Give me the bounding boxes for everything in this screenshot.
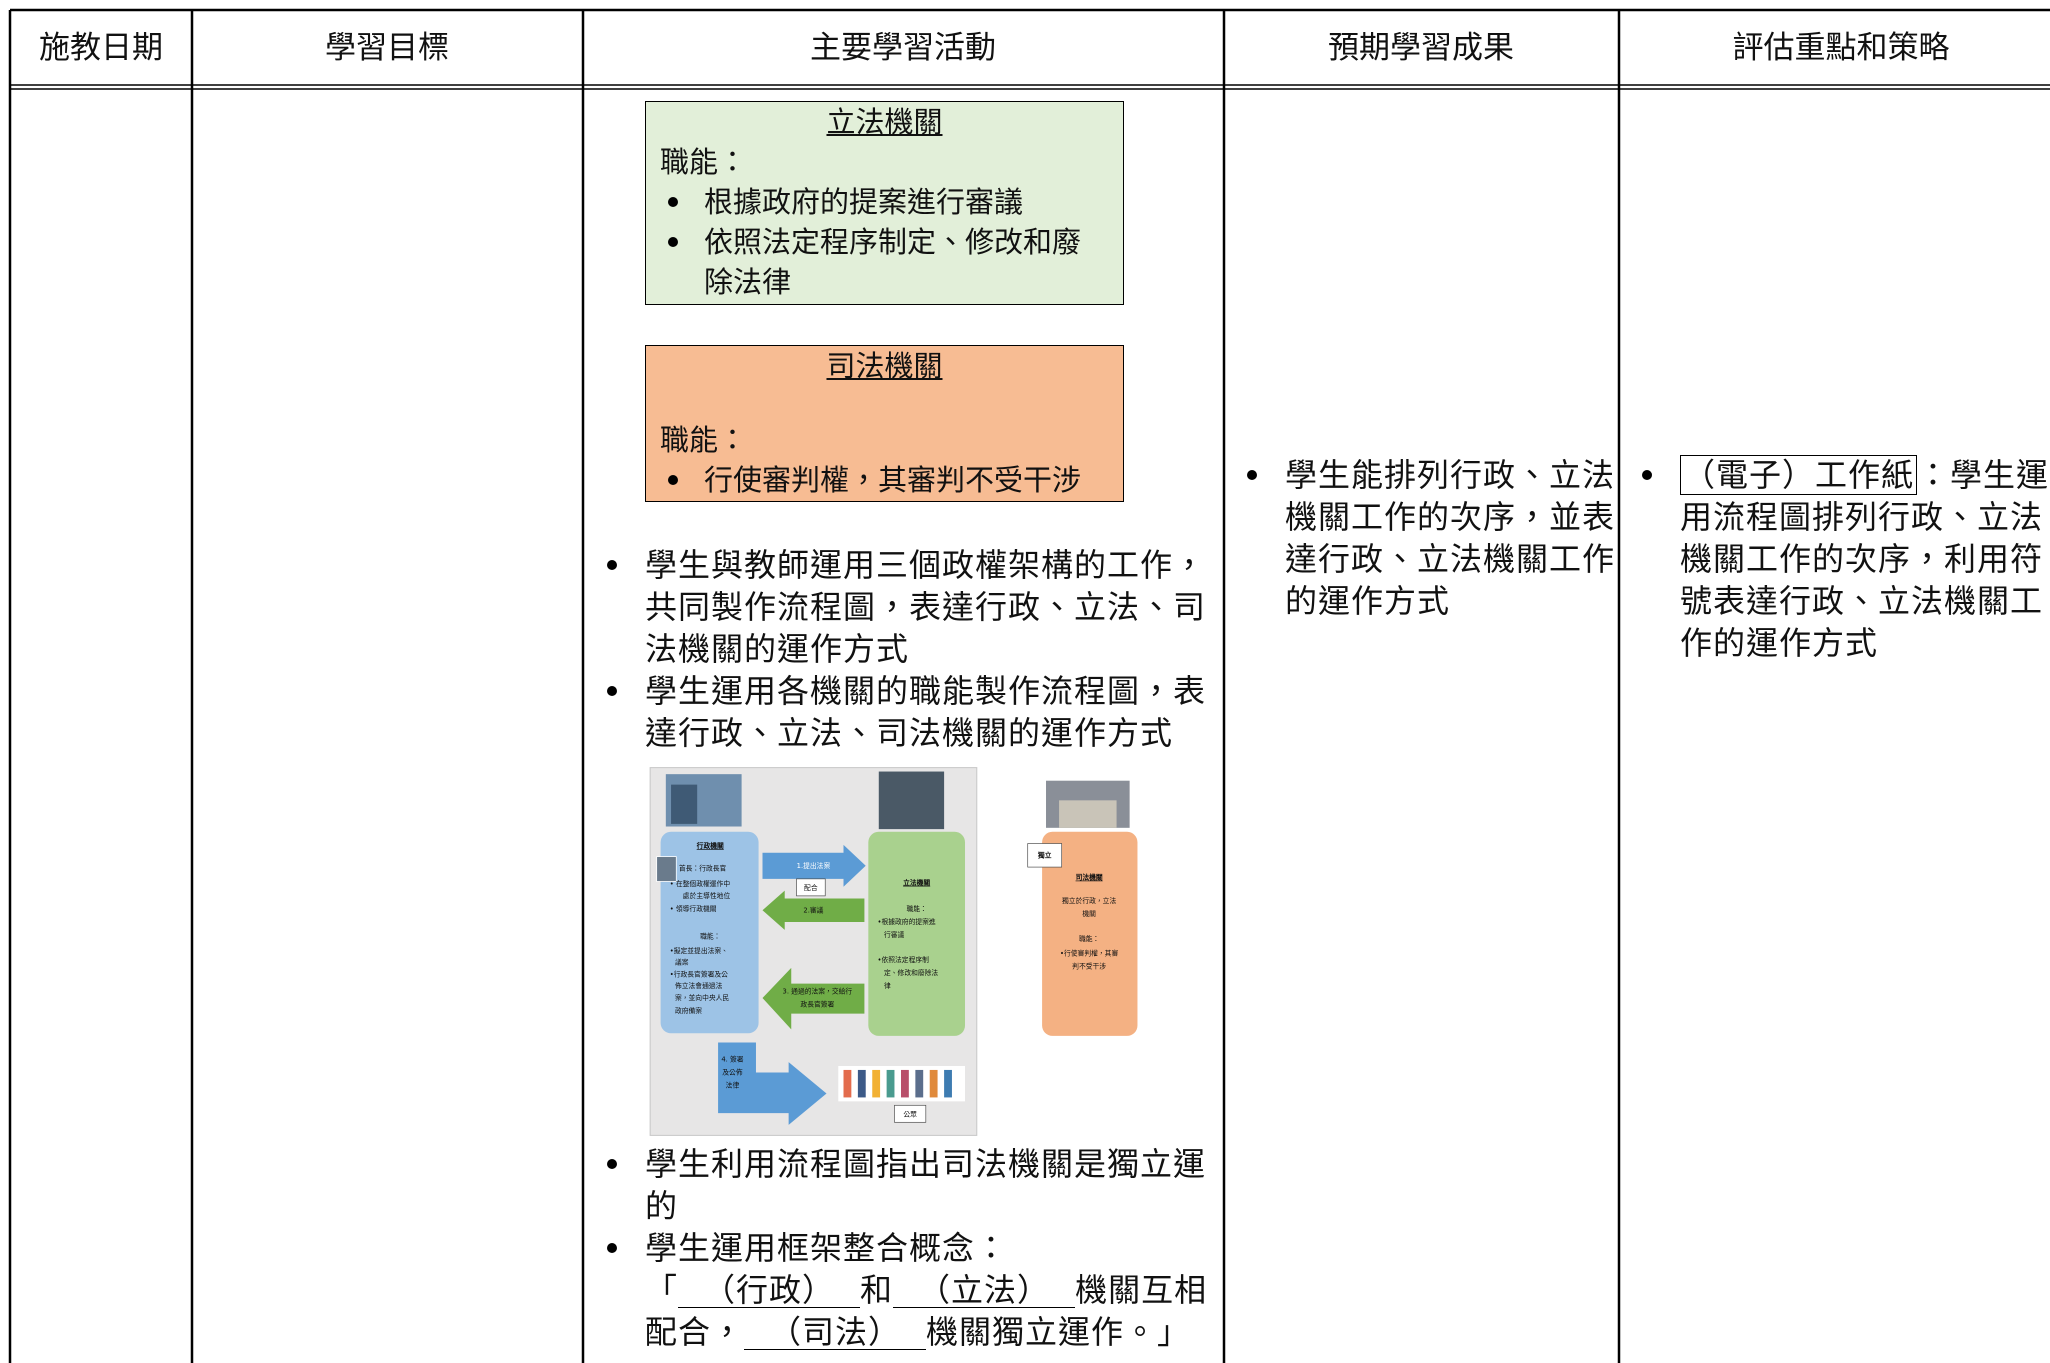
flowchart-text: 配合: [804, 883, 818, 892]
person: [900, 1069, 909, 1098]
legislature-node: [868, 831, 966, 1036]
building-photo: [671, 784, 698, 824]
flowchart-text: 職能：: [700, 931, 720, 940]
flowchart-text: •依照法定程序制: [877, 955, 929, 964]
person: [843, 1069, 852, 1098]
sentence-text: 「: [645, 1271, 679, 1309]
assessment-item: （電子）工作紙：學生運用流程圖排列行政、立法機關工作的次序，利用符號表達行政、立…: [1642, 454, 2050, 664]
flowchart-text: 判不受干涉: [1072, 962, 1106, 971]
flowchart-text: •行政長官簽署及公: [670, 969, 728, 978]
flowchart-text: 案，並向中央人民: [675, 993, 729, 1002]
flowchart-text: 處於主導性地位: [683, 891, 731, 900]
person: [944, 1069, 952, 1098]
outcome-list: 學生能排列行政、立法機關工作的次序，並表達行政、立法機關工作的運作方式: [1247, 454, 1621, 622]
flowchart-text: 機關: [1082, 909, 1096, 918]
header-cell: 主要學習活動: [810, 30, 996, 66]
box-title: 立法機關: [826, 105, 943, 139]
header-cell: 施教日期: [39, 30, 163, 66]
flowchart-text: 政府備案: [675, 1006, 702, 1015]
assessment-list: （電子）工作紙：學生運用流程圖排列行政、立法機關工作的次序，利用符號表達行政、立…: [1642, 454, 2050, 664]
person: [915, 1069, 924, 1098]
header-cell: 學習目標: [325, 30, 449, 66]
person: [857, 1069, 866, 1098]
arrow: [718, 1042, 827, 1125]
person: [886, 1069, 895, 1098]
flowchart-text: 及公佈: [722, 1068, 743, 1077]
flowchart-text: 司法機關: [1076, 873, 1103, 882]
flowchart-text: 首長：行政長官: [679, 863, 727, 872]
activity-item: 學生運用框架整合概念： 「（行政）和（立法） 機關互相配合， （司法） 機關獨立運作。…: [607, 1227, 1217, 1353]
box-label: 職能：: [660, 145, 748, 179]
flowchart-text: • 領導行政機關: [670, 904, 717, 913]
sentence-text: 機關獨立運作。」: [926, 1313, 1191, 1351]
flowchart-text: •行使審判權，其審: [1060, 948, 1118, 957]
flowchart-text: 獨立於行政，立法: [1062, 896, 1116, 905]
box-item: 依照法定程序制定、修改和廢除法律: [660, 222, 1109, 302]
flowchart-text: •擬定並提出法案、: [670, 946, 728, 955]
activity-list: 學生與教師運用三個政權架構的工作，共同製作流程圖，表達行政、立法、司法機關的運作…: [607, 544, 1217, 754]
box-label: 職能：: [660, 423, 748, 457]
sentence-text: 機關互相配合，: [645, 1271, 1208, 1351]
activity-item: 學生利用流程圖指出司法機關是獨立運的: [607, 1143, 1217, 1227]
header-cell: 預期學習成果: [1328, 30, 1514, 66]
label-box: [1027, 843, 1063, 868]
flowchart-text: 職能：: [1079, 934, 1099, 943]
answer-blank: （行政）: [678, 1273, 861, 1308]
flowchart-text: 2.審議: [803, 905, 823, 914]
flowchart-text: 佈立法會通過法: [675, 981, 723, 990]
answer-blank: （立法）: [893, 1273, 1076, 1308]
person: [872, 1069, 881, 1098]
box-list: 行使審判權，其審判不受干涉: [660, 460, 1109, 500]
flowchart-text: 1.提出法案: [797, 861, 831, 870]
flowchart-text: 3. 通過的法案，交給行: [783, 986, 853, 995]
person: [929, 1069, 938, 1098]
flowchart-text: 律: [884, 981, 891, 990]
flowchart-text: 行審議: [884, 930, 905, 939]
flowchart-text: 職能：: [906, 904, 926, 913]
sentence-text: 和: [860, 1271, 894, 1309]
judiciary-box: 司法機關 職能： 行使審判權，其審判不受干涉: [645, 345, 1124, 502]
flowchart-text: 法律: [726, 1081, 740, 1090]
flowchart-text: 公眾: [903, 1110, 917, 1118]
flowchart-text: •根據政府的提案進: [877, 917, 935, 926]
flowchart-text: 政長官簽署: [800, 1000, 834, 1009]
activity-list: 學生利用流程圖指出司法機關是獨立運的 學生運用框架整合概念： 「（行政）和（立法…: [607, 1143, 1217, 1353]
flowchart-text: • 在整個政權運作中: [670, 879, 731, 888]
building-photo: [878, 771, 945, 830]
arrow: [762, 967, 865, 1030]
answer-blank: （司法）: [744, 1315, 927, 1350]
outcome-item: 學生能排列行政、立法機關工作的次序，並表達行政、立法機關工作的運作方式: [1247, 454, 1621, 622]
flowchart-text: 4. 簽署: [721, 1054, 743, 1063]
flowchart-text: 議案: [675, 958, 689, 967]
box-item: 根據政府的提案進行審議: [660, 182, 1109, 222]
concept-sentence: 「（行政）和（立法） 機關互相配合， （司法） 機關獨立運作。」: [645, 1269, 1217, 1353]
arrow: [762, 890, 865, 930]
assessment-text: ：學生運用流程圖排列行政、立法機關工作的次序，利用符號表達行政、立法機關工作的運…: [1680, 456, 2050, 662]
arrow: [762, 844, 866, 887]
judiciary-node: [1042, 831, 1138, 1036]
box-title: 司法機關: [826, 349, 943, 383]
flowchart-text: 定、修改和廢除法: [884, 968, 938, 977]
label-box: [796, 878, 826, 897]
activity-item: 學生與教師運用三個政權架構的工作，共同製作流程圖，表達行政、立法、司法機關的運作…: [607, 544, 1217, 670]
flowchart-text: 行政機關: [696, 841, 724, 850]
flowchart-text: 立法機關: [903, 878, 930, 887]
box-item: 行使審判權，其審判不受干涉: [660, 460, 1109, 500]
person-photo: [656, 856, 677, 882]
box-list: 根據政府的提案進行審議 依照法定程序制定、修改和廢除法律: [660, 182, 1109, 302]
executive-box: [660, 831, 759, 1034]
people-illustration: [838, 1066, 966, 1102]
header-cell: 評估重點和策略: [1732, 30, 1950, 66]
assessment-tool: （電子）工作紙: [1680, 455, 1918, 495]
flowchart-text: 獨立: [1037, 850, 1052, 859]
legislature-box: 立法機關 職能： 根據政府的提案進行審議 依照法定程序制定、修改和廢除法律: [645, 101, 1124, 305]
building-photo: [1059, 800, 1117, 828]
label-box: [894, 1104, 927, 1123]
concept-lead: 學生運用框架整合概念：: [645, 1229, 1009, 1267]
activity-item: 學生運用各機關的職能製作流程圖，表達行政、立法、司法機關的運作方式: [607, 670, 1217, 754]
